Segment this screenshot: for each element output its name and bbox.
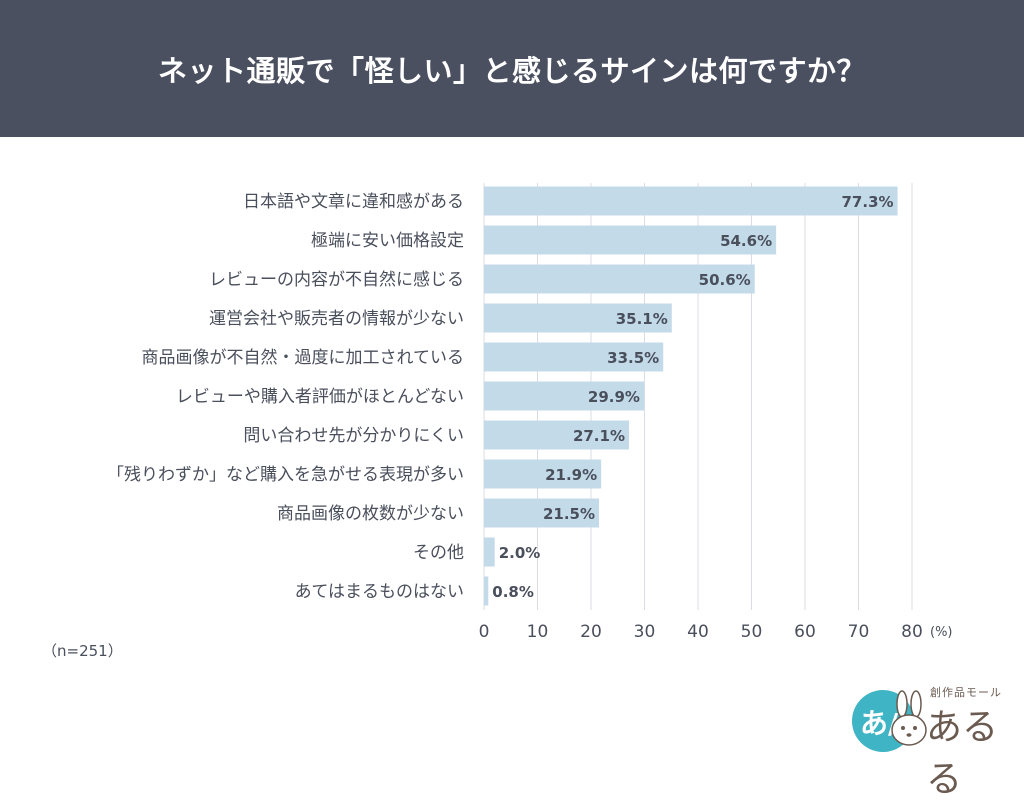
logo-subtitle: 創作品モール — [930, 686, 1002, 699]
value-label: 35.1% — [616, 310, 668, 328]
bar — [484, 381, 644, 411]
value-label: 21.9% — [545, 466, 597, 484]
x-tick-label: 50 — [741, 622, 763, 642]
bar — [484, 225, 777, 255]
rabbit-icon — [891, 690, 927, 746]
x-tick-label: 20 — [580, 622, 602, 642]
logo-name: あるる — [926, 707, 999, 800]
bar — [484, 459, 602, 489]
header-bar: ネット通販で「怪しい」と感じるサインは何ですか？ — [0, 0, 1024, 137]
category-label: 極端に安い価格設定 — [311, 231, 464, 251]
bar — [484, 264, 755, 294]
value-label: 50.6% — [699, 271, 751, 289]
value-label: 2.0% — [499, 544, 541, 562]
category-label: 問い合わせ先が分かりにくい — [243, 426, 464, 446]
brand-logo: あ/ 創作品モール あるる — [852, 682, 1012, 800]
x-tick-label: 60 — [794, 622, 816, 642]
bar — [484, 303, 672, 333]
value-label: 0.8% — [492, 583, 534, 601]
bar — [484, 420, 629, 450]
category-label: 商品画像が不自然・過度に加工されている — [142, 348, 465, 368]
category-label: 商品画像の枚数が少ない — [277, 504, 464, 524]
x-tick-label: 10 — [527, 622, 549, 642]
category-label: レビューや購入者評価がほとんどない — [176, 387, 464, 407]
category-label: その他 — [413, 543, 464, 563]
x-tick-label: 40 — [687, 622, 709, 642]
bar — [484, 498, 600, 528]
category-label: あてはまるものはない — [295, 582, 464, 602]
logo-icon-text: あ/ — [860, 707, 899, 740]
sample-size-note: （n=251） — [42, 642, 123, 660]
category-label: 「残りわずか」など購入を急がせる表現が多い — [107, 465, 464, 485]
bar — [484, 537, 495, 567]
value-label: 29.9% — [588, 388, 640, 406]
category-label: 運営会社や販売者の情報が少ない — [209, 309, 464, 329]
chart-title: ネット通販で「怪しい」と感じるサインは何ですか？ — [157, 53, 866, 88]
bar-chart: 日本語や文章に違和感がある 77.3% 極端に安い価格設定 54.6% レビューの内容が… — [107, 183, 953, 642]
x-tick-label: 0 — [479, 622, 490, 642]
category-label: 日本語や文章に違和感がある — [243, 192, 464, 212]
bar — [484, 576, 489, 606]
x-unit-label: (%) — [930, 625, 953, 640]
value-label: 77.3% — [842, 193, 894, 211]
bar — [484, 342, 664, 372]
value-label: 21.5% — [543, 505, 595, 523]
x-tick-label: 80 — [901, 622, 923, 642]
value-label: 33.5% — [607, 349, 659, 367]
value-label: 27.1% — [573, 427, 625, 445]
x-tick-label: 70 — [848, 622, 870, 642]
category-label: レビューの内容が不自然に感じる — [209, 270, 464, 290]
bar — [484, 186, 898, 216]
value-label: 54.6% — [720, 232, 772, 250]
x-tick-label: 30 — [634, 622, 656, 642]
